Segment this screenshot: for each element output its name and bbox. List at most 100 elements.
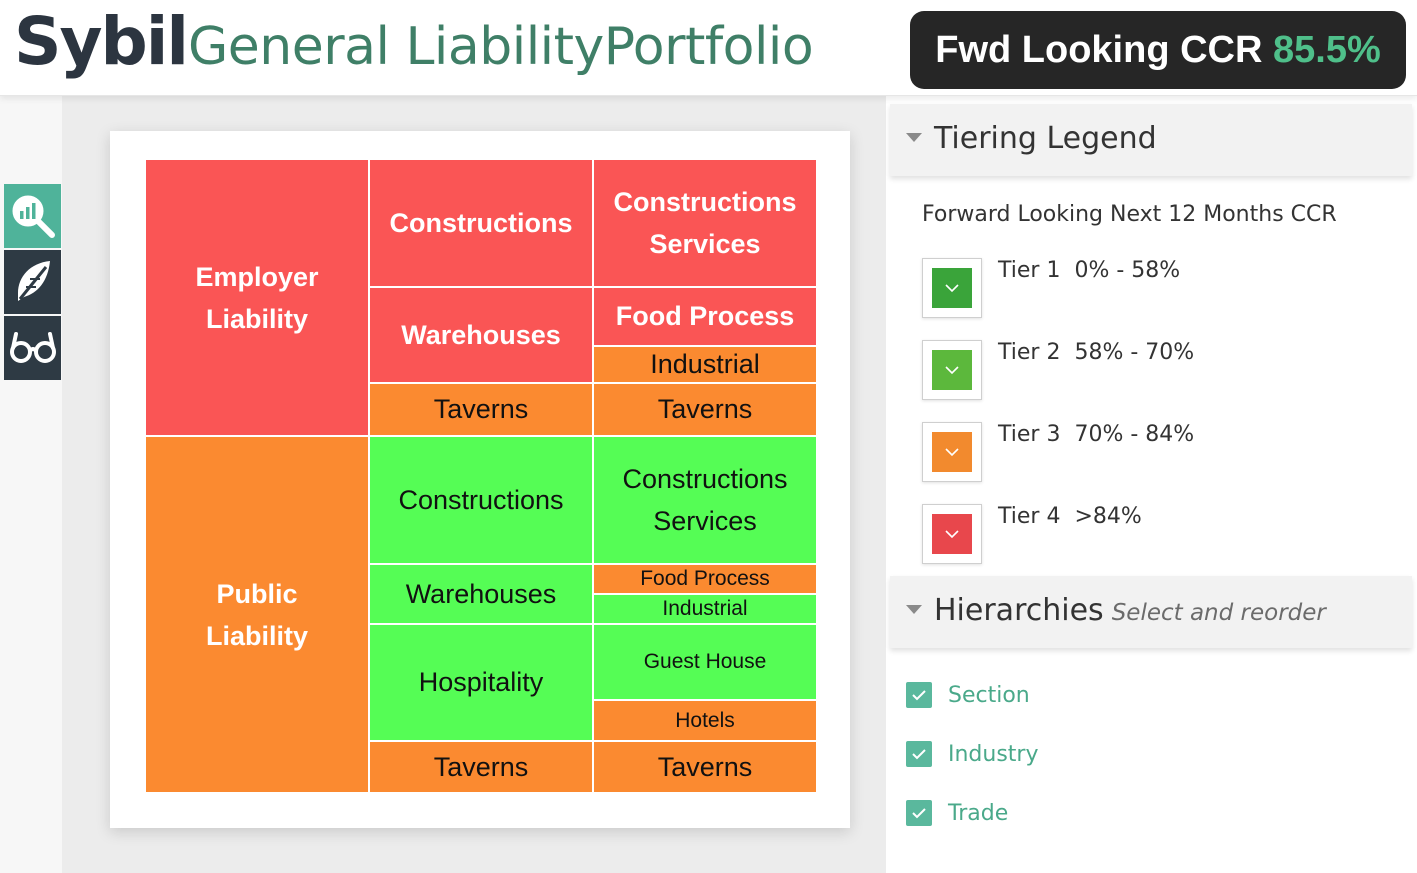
chevron-down-icon: [945, 448, 959, 457]
hierarchy-item-trade[interactable]: Trade: [906, 798, 1206, 828]
tile-label: Taverns: [433, 751, 529, 782]
treemap-tile-el-taverns-trade[interactable]: Taverns: [593, 383, 817, 436]
hierarchy-label: Trade: [948, 800, 1009, 826]
treemap-tile-public-liability[interactable]: Public Liability: [145, 436, 369, 793]
treemap-tile-el-warehouses[interactable]: Warehouses: [369, 287, 593, 383]
analytics-button[interactable]: [4, 184, 61, 248]
tier-item: Tier 1 0% - 58%: [922, 258, 1342, 320]
treemap-tile-pl-guest-house[interactable]: Guest House: [593, 624, 817, 700]
treemap-tile-el-constructions-services[interactable]: Constructions Services: [593, 159, 817, 287]
collapse-caret-icon[interactable]: [906, 605, 922, 614]
chevron-down-icon: [945, 284, 959, 293]
treemap-tile-pl-taverns-trade[interactable]: Taverns: [593, 741, 817, 793]
brand-logo: Sybil: [14, 3, 189, 80]
tier-dropdown[interactable]: [922, 340, 982, 400]
treemap-tile-pl-hospitality[interactable]: Hospitality: [369, 624, 593, 741]
treemap-tile-pl-industrial[interactable]: Industrial: [593, 594, 817, 624]
tiering-legend-header[interactable]: Tiering Legend: [890, 104, 1412, 176]
checkbox[interactable]: [906, 682, 932, 708]
treemap-tile-el-food-process[interactable]: Food Process: [593, 287, 817, 346]
tile-label: Employer Liability: [195, 261, 319, 334]
analytics-search-icon: [12, 195, 55, 238]
tier-color-swatch: [932, 514, 972, 554]
hierarchies-title: Hierarchies Select and reorder: [934, 589, 1326, 635]
tier-name: Tier 2: [998, 340, 1061, 365]
hierarchies-header[interactable]: Hierarchies Select and reorder: [890, 576, 1412, 648]
hierarchies-subtitle: Select and reorder: [1111, 600, 1326, 626]
treemap-tile-el-constructions[interactable]: Constructions: [369, 159, 593, 287]
treemap-tile-pl-taverns[interactable]: Taverns: [369, 741, 593, 793]
tier-color-swatch: [932, 350, 972, 390]
collapse-caret-icon[interactable]: [906, 133, 922, 142]
tile-label: Constructions Services: [613, 187, 797, 259]
page-title: General LiabilityPortfolio: [188, 17, 814, 77]
tier-item: Tier 4 >84%: [922, 504, 1342, 566]
hierarchy-item-section[interactable]: Section: [906, 680, 1206, 710]
treemap-tile-pl-hotels[interactable]: Hotels: [593, 700, 817, 741]
tile-label: Warehouses: [401, 319, 561, 350]
checkbox[interactable]: [906, 800, 932, 826]
tile-label: Warehouses: [405, 578, 557, 609]
checkmark-icon: [912, 690, 926, 701]
treemap-tile-el-taverns[interactable]: Taverns: [369, 383, 593, 436]
treemap-tile-el-industrial[interactable]: Industrial: [593, 346, 817, 383]
tile-label: Guest House: [643, 650, 767, 673]
checkmark-icon: [912, 808, 926, 819]
tier-label: Tier 4 >84%: [998, 504, 1142, 529]
treemap-tile-employer-liability[interactable]: Employer Liability: [145, 159, 369, 436]
tier-label: Tier 1 0% - 58%: [998, 258, 1180, 283]
tile-label: Food Process: [615, 301, 795, 331]
tile-label: Industrial: [662, 597, 748, 620]
tier-label: Tier 3 70% - 84%: [998, 422, 1194, 447]
tile-label: Public Liability: [205, 578, 308, 651]
chevron-down-icon: [945, 366, 959, 375]
tier-name: Tier 3: [998, 422, 1061, 447]
treemap-tile-pl-warehouses[interactable]: Warehouses: [369, 564, 593, 624]
view-button[interactable]: [4, 316, 61, 380]
tier-name: Tier 1: [998, 258, 1061, 283]
tier-label: Tier 2 58% - 70%: [998, 340, 1194, 365]
treemap-tile-pl-food-process[interactable]: Food Process: [593, 564, 817, 594]
tier-name: Tier 4: [998, 504, 1061, 529]
tile-label: Food Process: [640, 567, 770, 590]
hierarchy-label: Section: [948, 682, 1030, 708]
tile-label: Taverns: [433, 394, 529, 424]
tile-label: Constructions Services: [622, 464, 788, 536]
checkbox[interactable]: [906, 741, 932, 767]
treemap: Employer Liability Public Liability Cons…: [145, 159, 817, 793]
treemap-tile-pl-constructions[interactable]: Constructions: [369, 436, 593, 564]
tier-item: Tier 2 58% - 70%: [922, 340, 1342, 402]
tier-range: 0% - 58%: [1074, 258, 1181, 283]
hierarchies-title-text: Hierarchies: [934, 593, 1104, 628]
tier-color-swatch: [932, 268, 972, 308]
hierarchy-label: Industry: [948, 741, 1039, 767]
left-toolbar: [0, 96, 62, 873]
hierarchy-item-industry[interactable]: Industry: [906, 739, 1206, 769]
legend-subtitle: Forward Looking Next 12 Months CCR: [922, 202, 1337, 227]
feather-pen-icon: [17, 261, 50, 301]
tier-range: >84%: [1074, 504, 1142, 529]
tier-range: 70% - 84%: [1074, 422, 1195, 447]
tier-dropdown[interactable]: [922, 422, 982, 482]
tier-range: 58% - 70%: [1074, 340, 1195, 365]
treemap-tile-pl-constructions-services[interactable]: Constructions Services: [593, 436, 817, 564]
tiering-legend-title: Tiering Legend: [934, 121, 1157, 156]
chevron-down-icon: [945, 530, 959, 539]
tile-label: Taverns: [657, 394, 753, 424]
right-panel: Tiering Legend Forward Looking Next 12 M…: [886, 96, 1417, 873]
tier-item: Tier 3 70% - 84%: [922, 422, 1342, 484]
write-button[interactable]: [4, 250, 61, 314]
tile-label: Industrial: [650, 349, 760, 379]
ccr-label: Fwd Looking CCR: [935, 29, 1263, 71]
tile-label: Taverns: [657, 751, 753, 782]
tier-dropdown[interactable]: [922, 504, 982, 564]
checkmark-icon: [912, 749, 926, 760]
chart-card: Employer Liability Public Liability Cons…: [110, 131, 850, 828]
tile-label: Hotels: [675, 708, 735, 732]
tile-label: Constructions: [398, 484, 564, 515]
app-header: Sybil General LiabilityPortfolio Fwd Loo…: [0, 0, 1417, 96]
glasses-icon: [9, 332, 56, 363]
main-area: Employer Liability Public Liability Cons…: [62, 96, 886, 873]
tier-dropdown[interactable]: [922, 258, 982, 318]
tier-color-swatch: [932, 432, 972, 472]
